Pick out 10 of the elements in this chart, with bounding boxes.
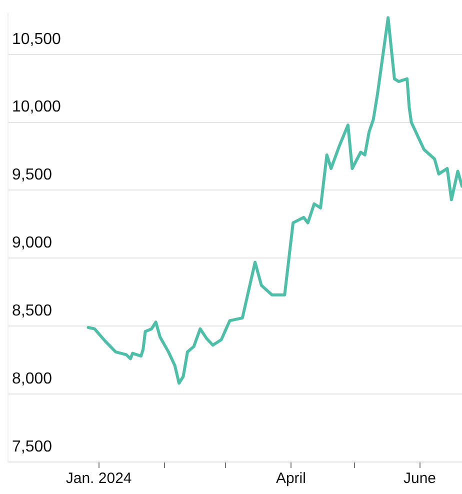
x-tick-label: June [404,470,436,488]
x-tick-label: Jan. 2024 [66,470,132,488]
x-tick-label: April [276,470,306,488]
y-tick-label: 10,000 [12,98,62,116]
y-tick-label: 9,000 [12,234,52,252]
y-tick-label: 10,500 [12,30,62,48]
y-tick-label: 9,500 [12,166,52,184]
y-tick-label: 8,500 [12,302,52,320]
y-tick-label: 8,000 [12,370,52,388]
y-tick-label: 7,500 [12,438,52,456]
